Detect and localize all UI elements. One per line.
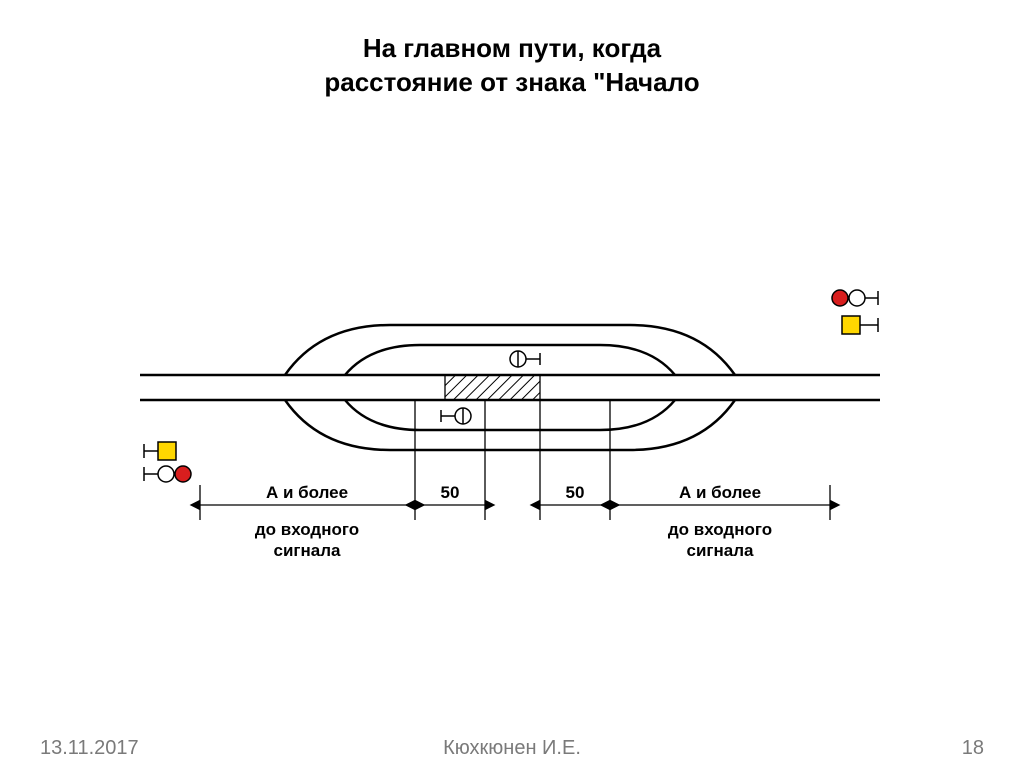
signal-upper-icon xyxy=(510,351,540,367)
dim-left-label: А и более xyxy=(266,483,348,502)
signal-left-circles-icon xyxy=(144,466,191,482)
title-line2: расстояние от знака "Начало xyxy=(324,67,699,97)
signal-right-circles-icon xyxy=(832,290,878,306)
dim-50-right: 50 xyxy=(566,483,585,502)
title-line1: На главном пути, когда xyxy=(363,33,661,63)
diagram-svg: А и более до входного сигнала 50 50 А и … xyxy=(140,260,880,590)
signal-lower-icon xyxy=(441,408,471,424)
signal-left-square-icon xyxy=(144,442,176,460)
dim-right-label: А и более xyxy=(679,483,761,502)
footer-author: Кюхкюнен И.Е. xyxy=(0,737,1024,760)
dim-right-sub2: сигнала xyxy=(687,541,755,560)
signal-right-square-icon xyxy=(842,316,878,334)
dim-right-sub: до входного xyxy=(668,520,772,539)
dim-left-sub2: сигнала xyxy=(274,541,342,560)
track-diagram: А и более до входного сигнала 50 50 А и … xyxy=(140,260,880,590)
platform-hatch xyxy=(445,375,540,400)
dim-left-sub: до входного xyxy=(255,520,359,539)
slide-title: На главном пути, когда расстояние от зна… xyxy=(0,32,1024,100)
footer-page: 18 xyxy=(962,737,984,760)
siding-lower-inner xyxy=(345,400,675,430)
dim-50-left: 50 xyxy=(441,483,460,502)
